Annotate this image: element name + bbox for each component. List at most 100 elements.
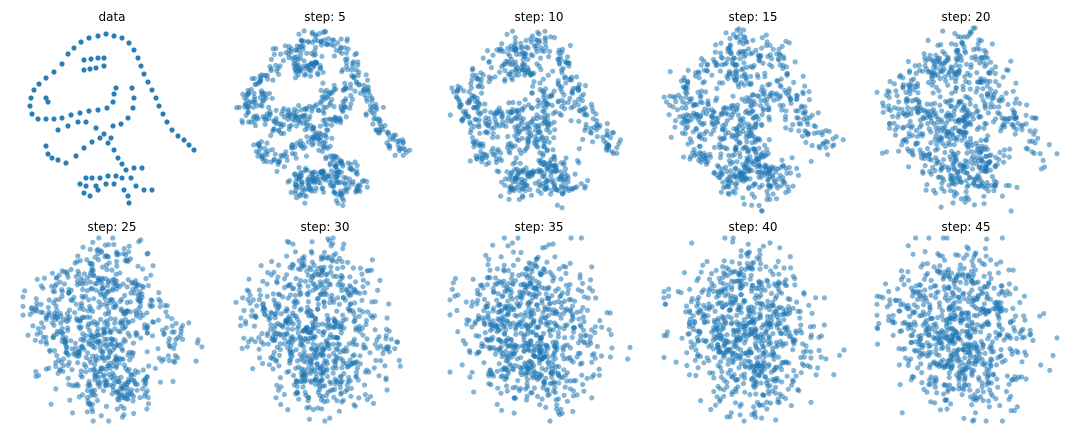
data-point [757,103,764,109]
data-point [559,70,565,76]
data-point [483,129,490,135]
data-point [927,168,933,175]
data-point [271,325,277,332]
data-point [529,90,535,96]
data-point [337,374,343,380]
data-point [536,178,542,184]
data-point [569,334,575,340]
data-point [958,168,964,174]
data-point [156,296,162,302]
data-point [720,80,726,86]
data-point [126,367,132,373]
data-point [331,183,337,189]
data-point [683,94,689,100]
data-point [729,134,735,140]
data-point [364,367,370,373]
data-point [520,186,526,192]
data-point [287,357,293,364]
data-point [466,89,472,95]
data-point [105,282,111,288]
data-point [89,261,95,267]
data-point [744,155,750,161]
data-point [1032,140,1038,146]
data-point [272,311,278,318]
data-point [920,168,926,174]
data-point [150,319,157,325]
data-point [86,338,92,344]
data-point [542,118,548,125]
data-point [313,60,320,66]
data-point [993,154,999,160]
data-point [360,332,366,338]
data-point [112,326,118,332]
data-point [749,202,755,208]
data-point [335,319,341,326]
data-point [293,155,299,161]
data-point [333,174,339,180]
data-point [927,151,933,157]
data-point [288,343,294,349]
data-point [580,136,586,142]
data-point [331,43,337,49]
data-point [961,124,968,130]
data-point [124,284,130,290]
data-point [520,194,526,200]
data-point [342,98,348,104]
data-point [371,111,377,117]
data-point [81,346,87,352]
data-point [328,264,334,270]
data-point [933,133,939,139]
data-point [486,74,492,80]
data-point [110,235,116,241]
data-point [475,297,481,303]
data-point [330,370,336,376]
data-point [759,112,765,118]
data-point [169,323,175,329]
data-point [924,182,930,188]
data-point [313,101,320,108]
data-point [281,164,287,170]
data-point [672,118,679,124]
data-point [22,288,28,294]
data-point [747,51,754,57]
data-point [887,107,894,113]
data-point [361,178,367,184]
data-point [498,254,504,260]
data-point [969,160,975,166]
data-point [766,117,773,123]
data-point [503,383,510,389]
data-point [110,376,116,382]
data-point [478,149,484,155]
data-point [545,112,551,118]
data-point [736,84,742,90]
data-point [982,54,989,60]
data-point [78,336,84,343]
data-point [729,112,735,118]
data-point [784,71,790,77]
data-point [713,42,719,48]
data-point [940,28,946,34]
data-point [517,170,523,176]
data-point [544,259,550,265]
data-point [894,93,900,99]
data-point [38,339,44,345]
data-point [548,173,554,179]
data-point [738,31,744,37]
data-point [1032,128,1038,134]
data-point [115,282,121,288]
data-point [304,405,310,411]
data-point [126,40,132,46]
data-point [360,284,366,290]
data-point [321,303,327,310]
data-point [551,88,557,94]
data-point [353,369,360,375]
data-point [584,375,590,381]
data-point [551,135,557,141]
data-point [332,386,338,393]
data-point [316,108,322,114]
data-point [78,39,84,45]
data-point [34,276,40,282]
data-point [776,46,782,52]
data-point [87,246,93,252]
data-point [975,41,981,47]
